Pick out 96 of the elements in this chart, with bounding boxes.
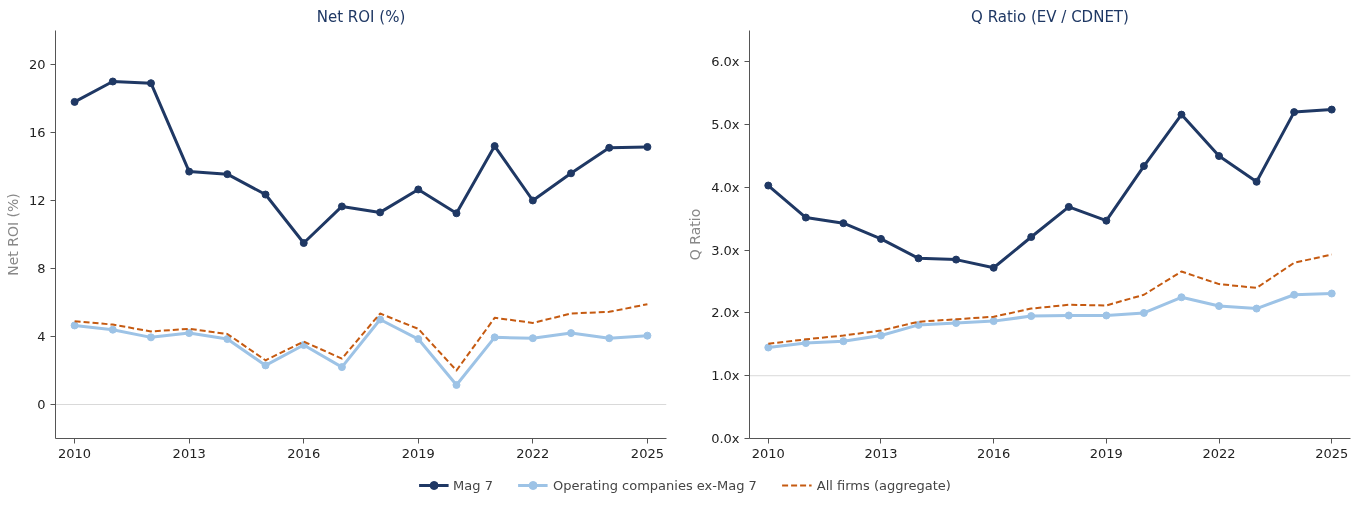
point xyxy=(1102,216,1111,225)
point xyxy=(643,331,652,340)
point xyxy=(337,363,346,372)
point xyxy=(452,209,461,218)
y-tick-label: 6.0x xyxy=(711,54,740,70)
x-tick-label: 2016 xyxy=(287,445,321,461)
x-tick-label: 2013 xyxy=(172,445,206,461)
x-tick-label: 2025 xyxy=(1315,445,1349,461)
x-tick-label: 2019 xyxy=(1089,445,1123,461)
point xyxy=(1027,233,1036,241)
point xyxy=(185,329,194,338)
point xyxy=(605,143,614,152)
point xyxy=(108,325,117,334)
y-tick-label: 0.0x xyxy=(711,431,740,446)
point xyxy=(528,334,537,343)
point xyxy=(490,333,499,342)
y-tick-label: 16 xyxy=(28,125,46,140)
x-tick-label: 2019 xyxy=(401,445,435,461)
point xyxy=(528,196,537,205)
y-tick-label: 4.0x xyxy=(711,179,740,195)
y-tick-label: 12 xyxy=(28,193,46,208)
point xyxy=(567,169,576,178)
point xyxy=(452,380,461,389)
point xyxy=(1252,304,1261,313)
chart-title: Q Ratio (EV / CDNET) xyxy=(971,7,1129,26)
point xyxy=(952,255,961,264)
y-tick-label: 8 xyxy=(37,261,46,276)
point xyxy=(801,339,810,348)
point xyxy=(914,254,923,263)
point xyxy=(146,333,155,342)
y-tick-label: 20 xyxy=(28,57,46,72)
point xyxy=(839,219,848,228)
x-tick-label: 2025 xyxy=(630,445,664,461)
y-tick-label: 1.0x xyxy=(711,368,740,384)
point xyxy=(414,185,423,194)
x-tick-label: 2022 xyxy=(516,445,550,461)
x-tick-label: 2013 xyxy=(864,445,898,461)
point xyxy=(764,181,773,190)
point xyxy=(490,142,499,151)
point xyxy=(952,319,961,327)
point xyxy=(376,315,385,324)
y-tick-label: 3.0x xyxy=(711,242,740,258)
y-tick-label: 4 xyxy=(37,329,46,344)
point xyxy=(876,331,885,340)
x-tick-label: 2010 xyxy=(58,445,92,461)
point xyxy=(1177,293,1186,302)
x-tick-label: 2010 xyxy=(751,445,785,461)
point xyxy=(70,97,79,106)
point xyxy=(261,190,270,199)
point xyxy=(1290,290,1299,299)
point xyxy=(1327,105,1336,114)
chart-title: Net ROI (%) xyxy=(316,7,406,26)
point xyxy=(299,341,308,349)
point xyxy=(764,343,773,352)
y-tick-label: 5.0x xyxy=(711,117,740,133)
point xyxy=(914,320,923,329)
legend-label: Mag 7 xyxy=(453,477,493,493)
y-axis-title: Q Ratio xyxy=(687,208,704,261)
point xyxy=(223,170,232,179)
point xyxy=(261,361,270,370)
y-tick-label: 2.0x xyxy=(711,305,740,321)
point xyxy=(299,239,308,247)
point xyxy=(414,335,423,344)
point xyxy=(223,335,232,344)
point xyxy=(146,79,155,88)
point xyxy=(605,334,614,343)
point xyxy=(108,77,117,86)
point xyxy=(1327,289,1336,298)
point xyxy=(1102,311,1111,320)
y-tick-label: 0 xyxy=(37,397,46,412)
point xyxy=(839,337,848,346)
point xyxy=(1027,312,1036,321)
y-axis-title: Net ROI (%) xyxy=(4,193,21,276)
point xyxy=(1177,110,1186,119)
legend-label: Operating companies ex-Mag 7 xyxy=(552,477,757,493)
legend-label: All firms (aggregate) xyxy=(816,477,951,493)
point xyxy=(185,167,194,176)
point xyxy=(1215,302,1224,311)
point xyxy=(1064,202,1073,211)
point xyxy=(1290,108,1299,117)
point xyxy=(567,329,576,338)
point xyxy=(876,234,885,243)
point xyxy=(337,202,346,211)
point xyxy=(376,208,385,217)
point xyxy=(1252,177,1261,186)
point xyxy=(1139,308,1148,317)
x-tick-label: 2022 xyxy=(1202,445,1236,461)
point xyxy=(989,317,998,326)
point xyxy=(1139,162,1148,171)
point xyxy=(643,142,652,151)
point xyxy=(989,263,998,272)
x-tick-label: 2016 xyxy=(977,445,1011,461)
point xyxy=(801,213,810,222)
point xyxy=(1064,311,1073,320)
point xyxy=(1215,152,1224,161)
point xyxy=(70,321,79,330)
